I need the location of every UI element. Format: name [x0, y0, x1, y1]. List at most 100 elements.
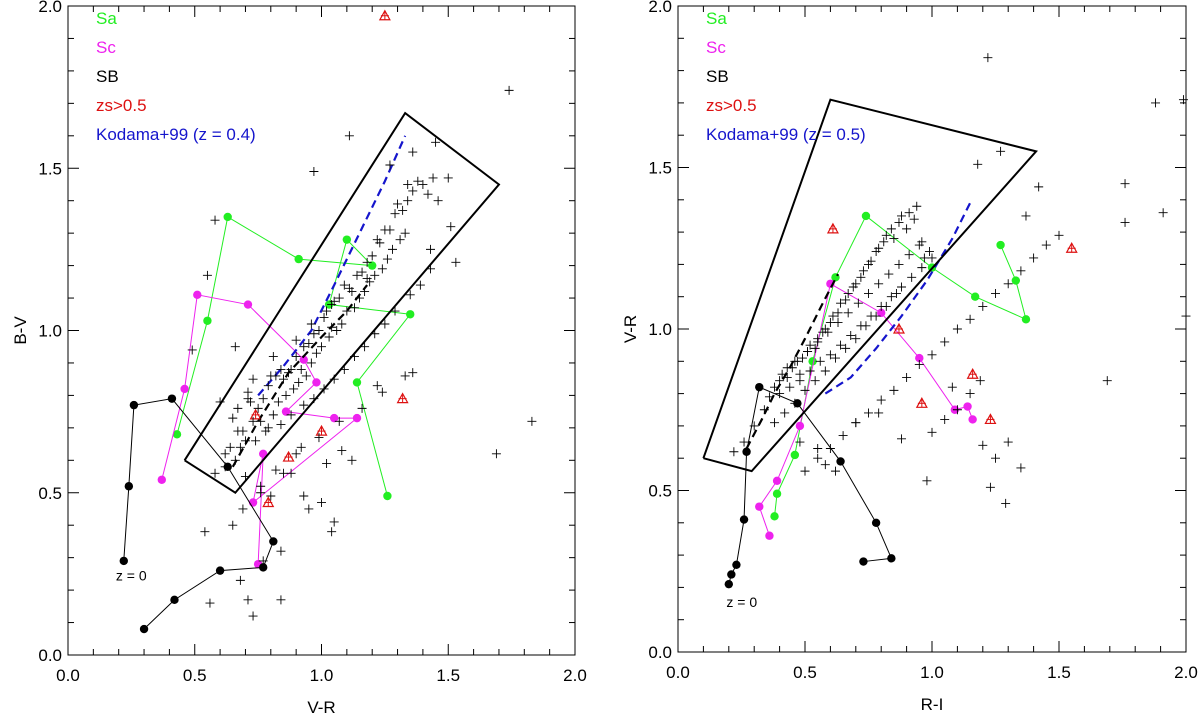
galaxy-point [820, 366, 830, 376]
galaxy-point [230, 455, 240, 465]
galaxy-point [202, 270, 212, 280]
track-point [352, 413, 362, 423]
galaxy-point [886, 224, 896, 234]
galaxy-point [846, 330, 856, 340]
galaxy-point [360, 342, 370, 352]
galaxy-point [235, 575, 245, 585]
galaxy-point [825, 318, 835, 328]
legend-entry: Sc [96, 38, 116, 57]
galaxy-point [919, 253, 929, 263]
track-point [724, 579, 733, 589]
galaxy-point [413, 176, 423, 186]
galaxy-point [253, 403, 263, 413]
galaxy-point [258, 556, 268, 566]
track-point [248, 498, 258, 507]
galaxy-point [874, 279, 884, 289]
galaxy-point [403, 196, 413, 206]
galaxy-point [1158, 208, 1168, 218]
galaxy-point [357, 403, 367, 413]
galaxy-point [759, 405, 769, 415]
y-tick-label: 2.0 [648, 0, 672, 16]
track-point [765, 531, 774, 540]
galaxy-point [813, 444, 823, 454]
galaxy-point [912, 201, 922, 211]
legend-entry: Sa [706, 9, 727, 28]
galaxy-point [289, 384, 299, 394]
galaxy-point [337, 319, 347, 329]
y-tick-label: 0.0 [648, 643, 672, 662]
galaxy-point [311, 348, 321, 358]
y-tick-label: 1.5 [648, 159, 672, 178]
series-track [172, 212, 415, 501]
galaxy-point [403, 179, 413, 189]
galaxy-point [810, 376, 820, 386]
track-point [861, 211, 871, 221]
track-point [1021, 315, 1031, 324]
galaxy-point [891, 288, 901, 298]
series-triangle [249, 9, 409, 508]
galaxy-point [309, 394, 319, 404]
galaxy-point [881, 230, 891, 240]
galaxy-point [276, 420, 286, 430]
galaxy-point [904, 208, 914, 218]
track-point [727, 570, 736, 579]
galaxy-point [853, 298, 863, 308]
galaxy-point [947, 382, 957, 392]
track-point [808, 357, 817, 366]
galaxy-point [973, 159, 983, 169]
galaxy-point [856, 272, 866, 282]
galaxy-point [286, 468, 296, 478]
legend-entry: Kodama+99 (z = 0.5) [706, 125, 866, 144]
galaxy-point [889, 385, 899, 395]
galaxy-point [337, 446, 347, 456]
galaxy-point [258, 394, 268, 404]
galaxy-point [415, 280, 425, 290]
galaxy-point [446, 222, 456, 232]
legend-entry: Sa [96, 9, 117, 28]
galaxy-point [220, 462, 230, 472]
galaxy-point [1029, 253, 1039, 263]
galaxy-point [927, 427, 937, 437]
x-tick-label: 0.5 [183, 666, 207, 685]
galaxy-point [347, 287, 357, 297]
track-point [352, 378, 362, 387]
track-point [299, 355, 308, 364]
track-point [871, 518, 881, 527]
galaxy-point [897, 211, 907, 221]
galaxy-point [355, 293, 365, 303]
galaxy-point [876, 395, 886, 405]
redshift-annotation: z = 0 [116, 567, 147, 583]
x-tick-label: 0.0 [666, 663, 690, 682]
galaxy-point [299, 491, 309, 501]
galaxy-point [881, 301, 891, 311]
galaxy-point [317, 497, 326, 507]
panel-right: 0.0 0.5 1.0 1.5 2.0 0.0 0.5 1.0 1.5 2.0 R-I V-R Sa Sc… [621, 0, 1198, 714]
galaxy-point [380, 319, 390, 329]
galaxy-point [291, 449, 301, 459]
galaxy-point [299, 400, 309, 410]
galaxy-point [825, 444, 835, 454]
galaxy-point [339, 280, 349, 290]
track-point [915, 353, 924, 363]
galaxy-point [390, 306, 400, 316]
galaxy-point [314, 433, 324, 443]
galaxy-point [841, 343, 851, 353]
galaxy-point [243, 595, 253, 605]
galaxy-point [408, 147, 418, 157]
galaxy-point [228, 520, 238, 530]
galaxy-point [276, 595, 286, 605]
legend-entry: zs>0.5 [96, 96, 147, 115]
galaxy-point [271, 371, 281, 381]
track-point [836, 457, 845, 466]
track-line [728, 386, 893, 585]
galaxy-point [256, 416, 266, 426]
galaxy-point [785, 382, 795, 392]
galaxy-point [278, 468, 288, 478]
galaxy-point [360, 287, 370, 297]
track-point [859, 557, 868, 566]
galaxy-point [907, 272, 917, 282]
galaxy-point [200, 527, 210, 537]
track-point [790, 450, 800, 460]
track-line [123, 398, 274, 630]
